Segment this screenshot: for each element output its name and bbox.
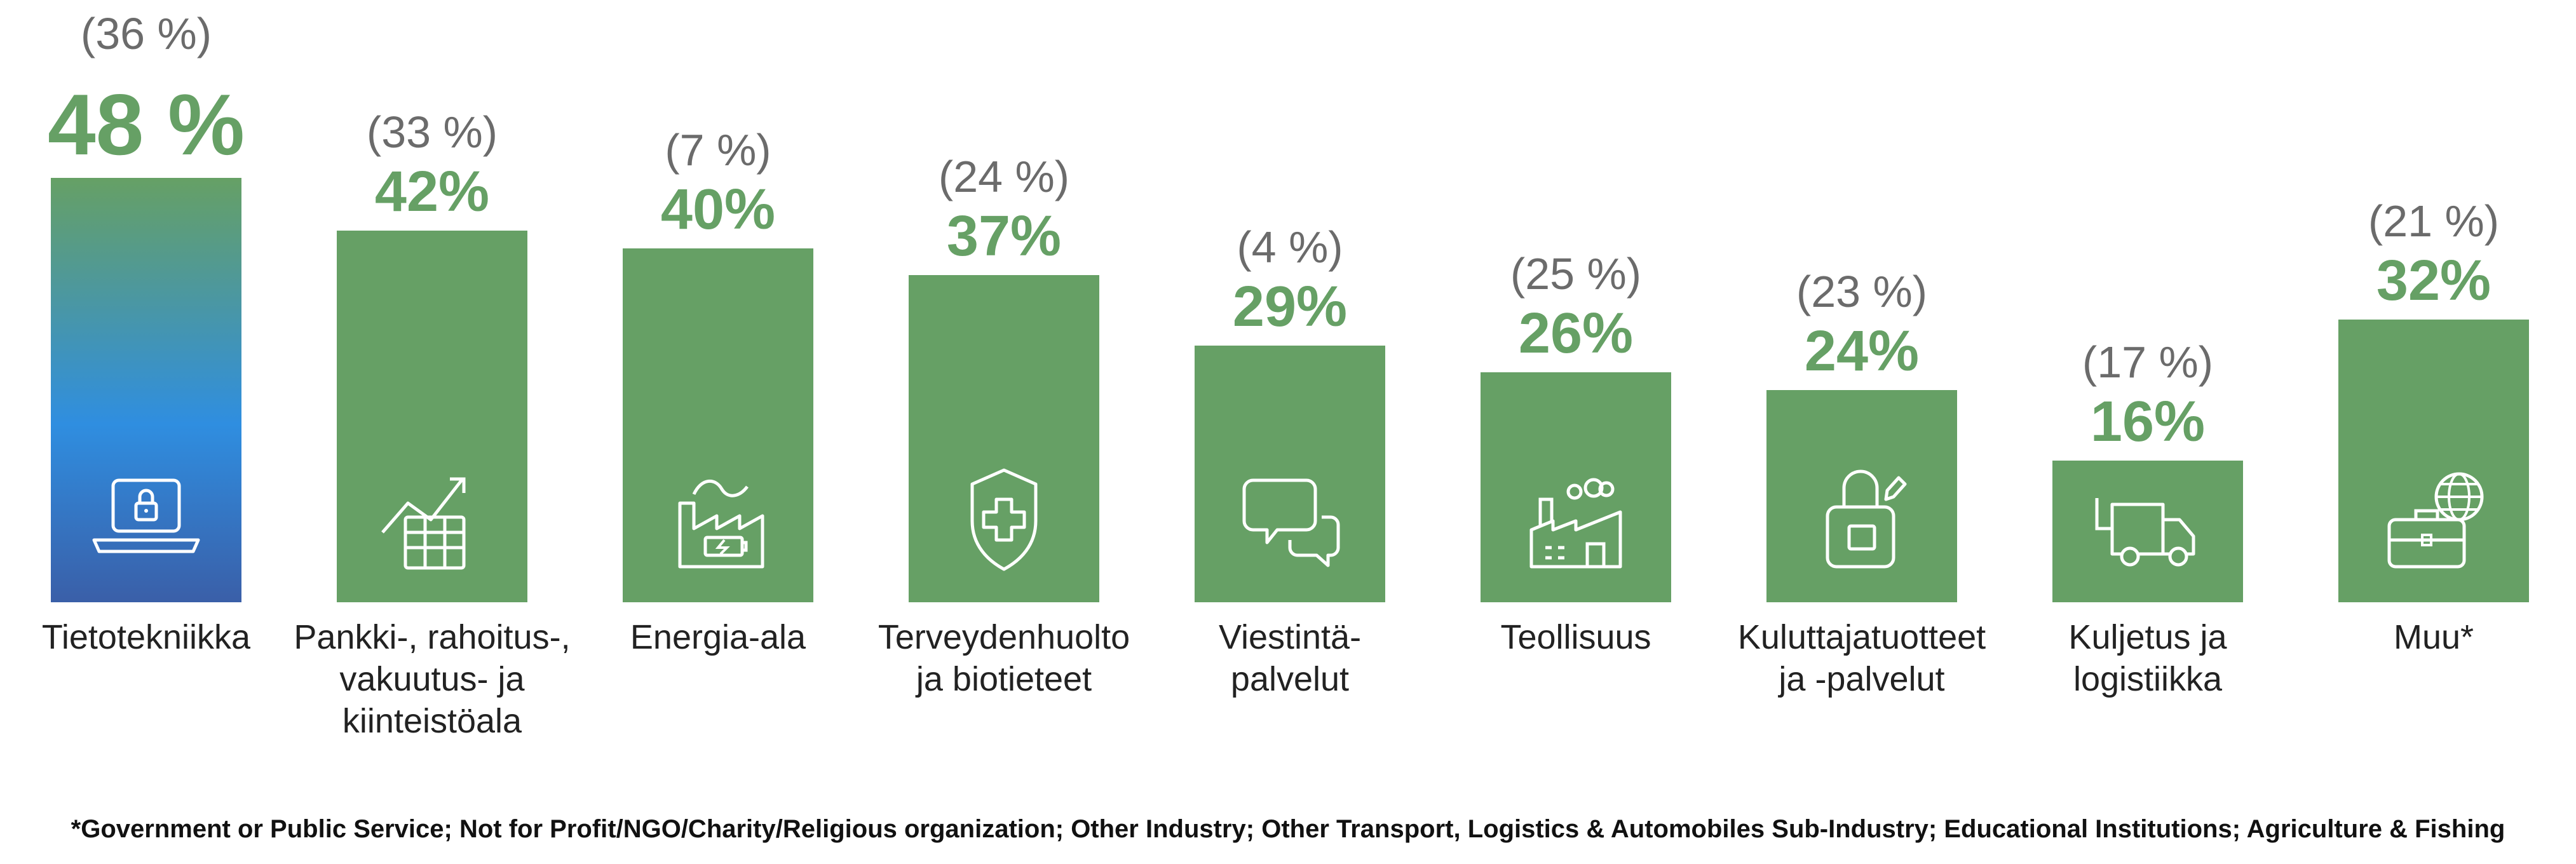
bar-2 — [337, 231, 527, 602]
bar-4 — [909, 274, 1099, 602]
category-label-line: Terveydenhuolto — [878, 618, 1130, 656]
previous-value-label: (17 %) — [2082, 337, 2214, 388]
category-label: Energia-ala — [575, 616, 861, 658]
category-label: Tietotekniikka — [3, 616, 289, 658]
delivery-truck-icon — [2084, 459, 2211, 586]
growth-chart-icon — [369, 459, 496, 586]
speech-bubbles-icon — [1226, 459, 1353, 586]
bar-8 — [2052, 461, 2243, 602]
factory-battery-icon — [654, 459, 782, 586]
category-label-line: Energia-ala — [630, 618, 806, 656]
category-label: Pankki-, rahoitus-, vakuutus- ja kiinteist… — [289, 616, 575, 742]
category-label-line: Kuljetus ja — [2068, 618, 2227, 656]
previous-value-label: (24 %) — [938, 151, 1070, 201]
category-label: Kuljetus ja logistiikka — [2005, 616, 2291, 700]
footnote: *Government or Public Service; Not for P… — [71, 815, 2505, 843]
value-label: 37% — [946, 204, 1062, 268]
category-label-line: vakuutus- ja — [339, 660, 525, 698]
value-label: 26% — [1518, 302, 1634, 366]
previous-value-label: (7 %) — [665, 125, 771, 175]
category-label-line: Tietotekniikka — [41, 618, 251, 656]
category-label-line: Teollisuus — [1500, 618, 1651, 656]
category-label: Teollisuus — [1433, 616, 1719, 658]
value-label: 48 % — [48, 76, 245, 173]
laptop-lock-icon — [83, 459, 210, 586]
previous-value-label: (21 %) — [2368, 196, 2500, 246]
bar-9 — [2338, 319, 2529, 602]
briefcase-globe-icon — [2370, 459, 2497, 586]
previous-value-label: (33 %) — [366, 107, 498, 158]
value-label: 16% — [2090, 390, 2206, 454]
previous-value-label: (25 %) — [1510, 249, 1642, 299]
factory-icon — [1512, 459, 1639, 586]
previous-value-label: (36 %) — [80, 8, 212, 58]
category-label-line: ja biotieteet — [916, 660, 1092, 698]
value-label: 29% — [1232, 275, 1348, 339]
bar-5 — [1195, 346, 1385, 602]
value-label: 24% — [1804, 319, 1920, 383]
category-label-line: Viestintä- — [1218, 618, 1362, 656]
category-label: Kuluttajatuotteet ja -palvelut — [1719, 616, 2005, 700]
previous-value-label: (23 %) — [1796, 266, 1928, 316]
medical-shield-icon — [940, 459, 1068, 586]
value-label: 32% — [2376, 248, 2491, 313]
category-label: Muu* — [2291, 616, 2576, 658]
bar-6 — [1481, 372, 1671, 602]
category-label: Viestintä-palvelut — [1147, 616, 1433, 700]
value-label: 42% — [374, 160, 490, 224]
category-label-line: Muu* — [2393, 618, 2474, 656]
bar-3 — [623, 248, 813, 602]
previous-value-label: (4 %) — [1237, 222, 1343, 273]
category-label-line: logistiikka — [2073, 660, 2223, 698]
category-label-line: kiinteistöala — [342, 702, 522, 740]
category-label-line: palvelut — [1230, 660, 1350, 698]
category-label-line: Pankki-, rahoitus-, — [294, 618, 571, 656]
value-label: 40% — [660, 178, 776, 242]
category-label: Terveydenhuolto ja biotieteet — [861, 616, 1147, 700]
category-label-line: Kuluttajatuotteet — [1737, 618, 1986, 656]
shopping-bag-icon — [1798, 459, 1925, 586]
category-label-line: ja -palvelut — [1779, 660, 1945, 698]
